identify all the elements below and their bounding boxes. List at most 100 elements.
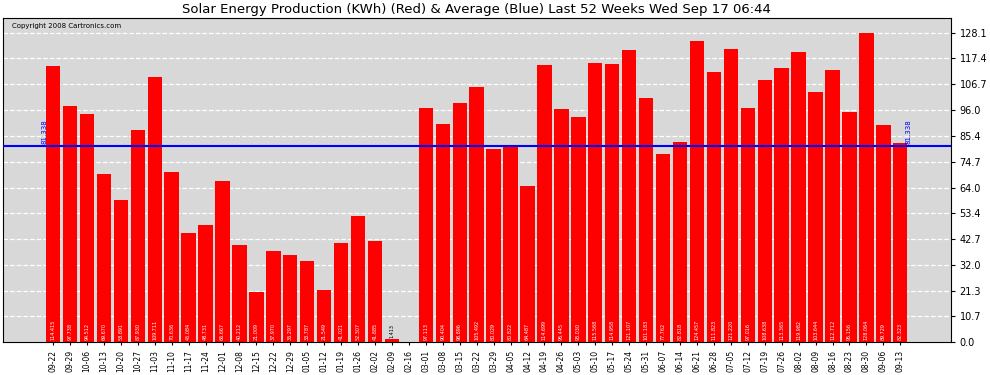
- Text: 70.636: 70.636: [169, 323, 174, 340]
- Bar: [181, 233, 196, 342]
- Text: 94.512: 94.512: [84, 323, 89, 340]
- Text: 40.212: 40.212: [237, 323, 242, 340]
- Bar: [639, 98, 653, 342]
- Bar: [605, 64, 620, 342]
- Text: 66.667: 66.667: [220, 323, 225, 340]
- Bar: [452, 103, 467, 342]
- Bar: [521, 186, 535, 342]
- Text: 37.970: 37.970: [271, 323, 276, 340]
- Text: 93.030: 93.030: [576, 323, 581, 340]
- Bar: [198, 225, 213, 342]
- Text: 97.738: 97.738: [67, 323, 72, 340]
- Bar: [97, 174, 111, 342]
- Bar: [842, 112, 856, 342]
- Bar: [826, 70, 840, 342]
- Text: 80.029: 80.029: [491, 323, 496, 340]
- Text: 114.958: 114.958: [610, 320, 615, 340]
- Text: 89.729: 89.729: [881, 323, 886, 340]
- Title: Solar Energy Production (KWh) (Red) & Average (Blue) Last 52 Weeks Wed Sep 17 06: Solar Energy Production (KWh) (Red) & Av…: [182, 3, 771, 16]
- Bar: [774, 68, 789, 342]
- Text: 124.457: 124.457: [694, 320, 700, 340]
- Bar: [690, 41, 704, 342]
- Text: 128.064: 128.064: [864, 320, 869, 340]
- Bar: [436, 124, 450, 342]
- Bar: [486, 149, 501, 342]
- Bar: [876, 125, 891, 342]
- Bar: [893, 143, 908, 342]
- Bar: [368, 241, 382, 342]
- Text: 112.712: 112.712: [830, 320, 835, 340]
- Bar: [673, 142, 687, 342]
- Bar: [62, 106, 77, 342]
- Bar: [503, 147, 518, 342]
- Bar: [131, 130, 145, 342]
- Text: 87.930: 87.930: [136, 323, 141, 340]
- Text: 81.338: 81.338: [42, 120, 48, 144]
- Text: 41.021: 41.021: [339, 323, 344, 340]
- Text: 80.822: 80.822: [508, 323, 513, 340]
- Text: 36.297: 36.297: [288, 323, 293, 340]
- Bar: [791, 52, 806, 342]
- Bar: [538, 65, 551, 342]
- Bar: [741, 108, 755, 342]
- Bar: [707, 72, 721, 342]
- Bar: [114, 200, 128, 342]
- Bar: [419, 108, 433, 342]
- Bar: [588, 63, 603, 342]
- Text: 58.891: 58.891: [119, 323, 124, 340]
- Bar: [622, 50, 637, 342]
- Text: 21.549: 21.549: [322, 323, 327, 340]
- Bar: [655, 154, 670, 342]
- Bar: [249, 291, 263, 342]
- Text: 98.896: 98.896: [457, 323, 462, 340]
- Bar: [300, 261, 315, 342]
- Text: 33.787: 33.787: [305, 323, 310, 340]
- Text: 69.670: 69.670: [101, 323, 106, 340]
- Text: 119.982: 119.982: [796, 320, 801, 340]
- Text: 1.413: 1.413: [389, 324, 394, 338]
- Bar: [724, 49, 738, 342]
- Bar: [350, 216, 365, 342]
- Text: 121.107: 121.107: [627, 320, 632, 340]
- Bar: [859, 33, 873, 342]
- Text: 90.404: 90.404: [441, 323, 446, 340]
- Bar: [554, 109, 568, 342]
- Text: 111.823: 111.823: [712, 320, 717, 340]
- Text: 96.445: 96.445: [559, 323, 564, 340]
- Text: 21.009: 21.009: [253, 323, 259, 340]
- Text: 95.156: 95.156: [847, 323, 852, 340]
- Text: 115.568: 115.568: [593, 320, 598, 340]
- Bar: [164, 171, 179, 342]
- Text: 52.307: 52.307: [355, 323, 360, 340]
- Text: 114.415: 114.415: [50, 320, 55, 340]
- Text: 64.487: 64.487: [525, 323, 530, 340]
- Bar: [283, 255, 297, 342]
- Text: 101.183: 101.183: [644, 320, 648, 340]
- Bar: [809, 92, 823, 342]
- Text: 109.711: 109.711: [152, 320, 157, 340]
- Text: 82.323: 82.323: [898, 323, 903, 340]
- Text: 114.699: 114.699: [542, 320, 546, 340]
- Text: 121.220: 121.220: [729, 320, 734, 340]
- Bar: [80, 114, 94, 342]
- Text: 45.084: 45.084: [186, 323, 191, 340]
- Text: 108.638: 108.638: [762, 320, 767, 340]
- Text: 41.885: 41.885: [372, 323, 377, 340]
- Bar: [215, 181, 230, 342]
- Text: 103.644: 103.644: [813, 320, 818, 340]
- Text: 77.762: 77.762: [660, 323, 665, 340]
- Text: 82.818: 82.818: [677, 323, 682, 340]
- Text: Copyright 2008 Cartronics.com: Copyright 2008 Cartronics.com: [12, 23, 122, 29]
- Bar: [266, 251, 280, 342]
- Text: 97.016: 97.016: [745, 323, 750, 340]
- Bar: [46, 66, 60, 342]
- Bar: [334, 243, 348, 342]
- Text: 81.338: 81.338: [906, 120, 912, 144]
- Text: 113.365: 113.365: [779, 320, 784, 340]
- Bar: [148, 77, 162, 342]
- Text: 48.731: 48.731: [203, 323, 208, 340]
- Bar: [757, 80, 772, 342]
- Text: 105.492: 105.492: [474, 320, 479, 340]
- Bar: [317, 290, 332, 342]
- Bar: [571, 117, 585, 342]
